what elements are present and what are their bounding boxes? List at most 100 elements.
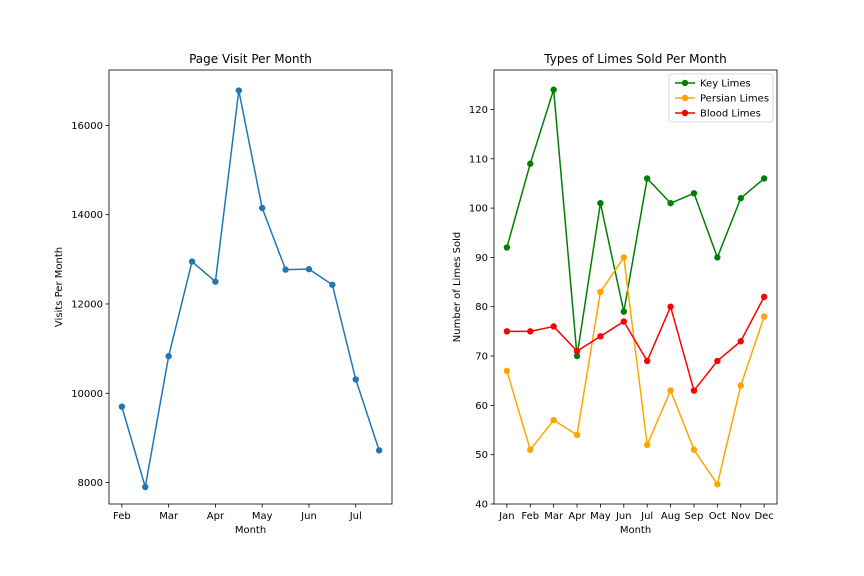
data-point <box>165 353 172 360</box>
axes-frame <box>108 69 393 505</box>
plot-area <box>118 87 383 491</box>
x-tick-label: Jun <box>615 511 632 522</box>
x-tick-label: Mar <box>159 511 179 522</box>
x-tick-label: Mar <box>544 511 564 522</box>
y-tick-label: 10000 <box>71 389 103 400</box>
data-point <box>620 318 628 325</box>
data-point <box>760 175 768 182</box>
y-tick-label: 60 <box>475 401 488 412</box>
legend-label: Persian Limes <box>700 94 769 105</box>
data-point <box>690 446 698 453</box>
data-point <box>597 199 604 207</box>
data-point <box>760 313 768 320</box>
data-point <box>550 86 557 93</box>
data-point <box>714 254 721 261</box>
data-point <box>667 303 674 310</box>
data-point <box>667 387 674 394</box>
data-point <box>667 199 674 207</box>
data-point <box>597 333 604 340</box>
axis-ticks: Feb Mar Apr May Jun Jul 8000 10000 12000 14000 160… <box>71 121 362 522</box>
x-tick-label: Sep <box>685 511 704 522</box>
data-point <box>282 266 289 273</box>
legend-box <box>668 73 774 123</box>
x-tick-label: Feb <box>113 511 131 522</box>
legend-marker <box>681 109 689 117</box>
chart-title: Page Visit Per Month <box>189 52 312 66</box>
data-point <box>188 258 196 265</box>
x-tick-label: Apr <box>568 511 586 522</box>
chart-limes-sold: Types of Limes Sold Per Month Month Numb… <box>452 52 778 536</box>
x-tick-label: Feb <box>521 511 539 522</box>
data-point <box>573 431 581 439</box>
series-line <box>121 89 380 488</box>
series-line <box>506 296 765 392</box>
data-point <box>550 416 557 424</box>
x-tick-label: Nov <box>731 511 751 522</box>
data-point <box>527 446 534 453</box>
y-tick-label: 80 <box>475 302 488 313</box>
y-tick-label: 40 <box>475 500 488 511</box>
data-point <box>597 288 604 296</box>
legend-marker <box>681 94 689 102</box>
y-axis-label: Visits Per Month <box>54 247 65 327</box>
legend: Key Limes Persian Limes Blood Limes <box>668 73 774 123</box>
x-tick-label: Apr <box>207 511 225 522</box>
data-point <box>643 441 651 449</box>
x-tick-label: Jul <box>349 511 362 522</box>
data-point <box>212 278 219 285</box>
y-tick-label: 8000 <box>78 478 103 489</box>
y-tick-label: 50 <box>475 450 488 461</box>
x-tick-label: Oct <box>709 511 726 522</box>
data-point <box>527 160 534 167</box>
y-tick-label: 70 <box>475 352 488 363</box>
chart-page-visits: Page Visit Per Month Month Visits Per Mo… <box>54 52 393 536</box>
plot-area <box>503 86 768 488</box>
data-point <box>503 244 511 251</box>
data-point <box>690 387 698 394</box>
y-tick-label: 12000 <box>71 299 103 310</box>
data-point <box>527 328 534 335</box>
data-point <box>737 338 744 345</box>
x-tick-label: Aug <box>661 511 681 522</box>
data-point <box>375 447 383 454</box>
data-point <box>550 323 557 330</box>
y-tick-label: 14000 <box>71 210 103 221</box>
y-tick-label: 16000 <box>71 121 103 132</box>
x-axis-label: Month <box>620 525 651 536</box>
x-tick-label: Jul <box>640 511 653 522</box>
data-point <box>714 357 721 365</box>
data-point <box>643 357 651 365</box>
data-point <box>573 352 581 360</box>
axis-ticks: Jan Feb Mar Apr May Jun Jul Aug Sep Oct Nov Dec 40 50… <box>469 105 774 522</box>
data-point <box>235 87 243 94</box>
data-point <box>329 281 336 288</box>
data-point <box>503 367 511 375</box>
data-point <box>142 483 149 491</box>
data-point <box>503 328 511 335</box>
data-point <box>620 308 628 315</box>
series-line <box>506 256 765 486</box>
data-point <box>573 347 581 355</box>
y-tick-label: 110 <box>469 154 488 165</box>
x-axis-label: Month <box>235 525 266 536</box>
legend-marker <box>681 79 689 87</box>
data-point <box>620 254 628 261</box>
y-tick-label: 100 <box>469 204 488 215</box>
data-point <box>760 293 768 301</box>
x-tick-label: May <box>590 511 611 522</box>
x-tick-label: Jan <box>498 511 514 522</box>
y-axis-label: Number of Limes Sold <box>452 232 463 342</box>
data-point <box>305 265 313 273</box>
x-tick-label: Dec <box>754 511 773 522</box>
data-point <box>643 175 651 182</box>
legend-label: Blood Limes <box>700 109 761 120</box>
chart-title: Types of Limes Sold Per Month <box>543 52 726 66</box>
y-tick-label: 120 <box>469 105 488 116</box>
series-line <box>506 88 765 357</box>
data-point <box>690 190 698 197</box>
data-point <box>714 481 721 488</box>
data-point <box>352 376 359 383</box>
y-tick-label: 90 <box>475 253 488 264</box>
data-point <box>737 382 744 389</box>
